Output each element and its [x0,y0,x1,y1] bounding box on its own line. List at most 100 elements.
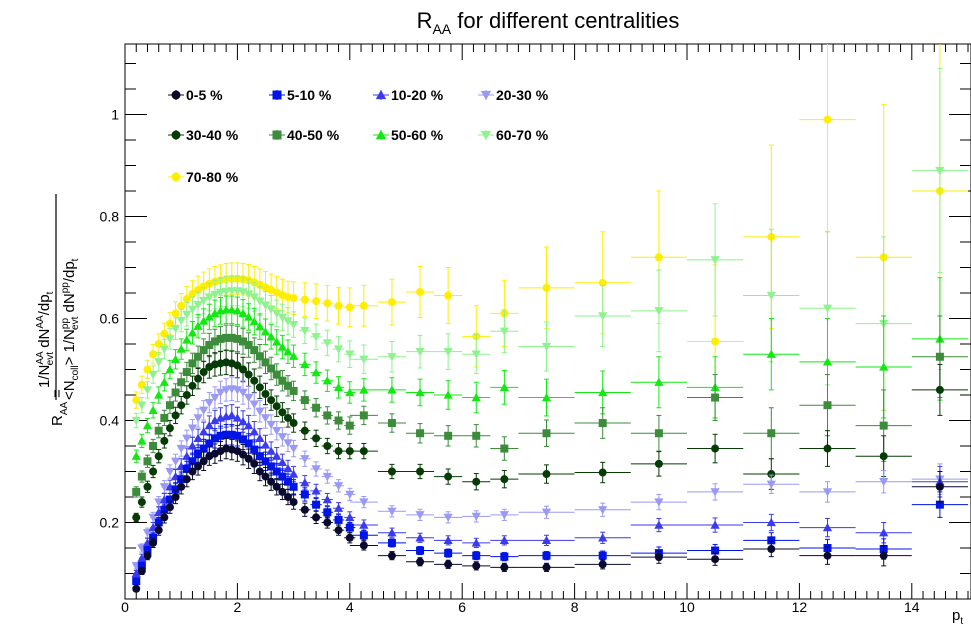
data-point [177,396,186,415]
marker-circle [711,337,720,346]
marker-triangle-down [541,508,552,517]
marker-triangle-down [387,353,397,362]
marker-triangle-up [311,367,321,377]
marker-circle [472,477,481,486]
data-point [574,502,631,517]
marker-triangle-down [154,498,164,507]
data-point [310,461,322,477]
data-point [299,421,311,440]
data-point [406,423,435,444]
data-point [332,524,345,536]
marker-triangle-up [165,364,175,374]
data-point [349,378,378,402]
marker-circle [188,290,197,299]
data-point [321,437,333,455]
data-point [299,487,311,502]
data-point [266,324,276,350]
marker-square [345,421,354,430]
data-point [344,487,356,502]
marker-triangle-down [283,317,293,326]
data-point [182,328,192,352]
marker-triangle-up [283,347,293,356]
data-point [187,418,198,438]
data-point [518,551,575,561]
series-40-50- [132,315,968,498]
data-point [272,299,282,328]
data-point [687,433,744,464]
marker-circle [935,482,944,491]
data-point [321,329,333,357]
data-point [177,372,186,392]
marker-triangle-down [255,407,265,416]
data-point [233,352,242,379]
marker-triangle-down [148,370,158,380]
marker-triangle-up [415,387,425,397]
data-point [434,333,463,370]
data-point [142,381,153,399]
legend-marker [480,130,492,141]
marker-square [500,552,509,561]
marker-triangle-down [215,288,226,298]
data-point [250,368,259,393]
marker-triangle-down [221,386,231,395]
data-point [199,308,209,334]
marker-square [261,358,270,367]
data-point [462,561,491,571]
data-point [799,430,856,467]
data-point [289,281,298,315]
marker-triangle-down [654,498,664,507]
marker-circle [312,513,321,522]
marker-circle [598,560,607,569]
data-point [377,463,406,480]
data-point [310,398,322,418]
data-point [283,433,293,453]
data-point [799,517,856,538]
marker-triangle-down [471,350,481,359]
data-point [250,337,259,363]
marker-circle [542,283,551,292]
marker-triangle-up [131,451,141,460]
data-point [171,406,180,425]
marker-circle [711,444,720,453]
marker-triangle-down [187,305,198,314]
legend-label: 0-5 % [186,87,223,103]
data-point [199,338,208,362]
data-point [176,308,186,333]
legend-item: 70-80 % [168,169,239,185]
marker-triangle-down [654,307,664,316]
marker-circle [255,467,264,476]
marker-triangle-down [499,327,509,336]
marker-square [300,396,309,405]
data-point [321,516,333,529]
marker-triangle-down [471,512,481,521]
marker-triangle-down [176,444,186,454]
data-point [249,392,259,416]
marker-triangle-up [193,433,203,443]
data-point [165,464,175,479]
data-point [238,299,248,328]
data-point [154,524,163,536]
data-point [799,374,856,437]
data-point [743,540,800,558]
data-point [272,421,282,441]
data-point [630,493,687,511]
data-point [232,296,242,326]
marker-triangle-up [227,305,237,314]
marker-triangle-down [322,472,332,482]
marker-triangle-up [598,387,608,397]
x-tick-label: 2 [234,599,242,615]
data-point [289,380,298,402]
marker-triangle-up [266,332,276,341]
marker-triangle-down [260,414,271,423]
data-point [574,531,631,544]
data-point [687,374,744,421]
data-point [743,513,800,532]
marker-circle [250,459,259,468]
data-point [490,436,519,461]
marker-square [334,416,343,425]
marker-triangle-up [879,362,889,371]
legend-label: 60-70 % [496,127,549,143]
marker-circle [278,408,287,417]
data-point [344,340,356,368]
data-point [199,400,209,421]
